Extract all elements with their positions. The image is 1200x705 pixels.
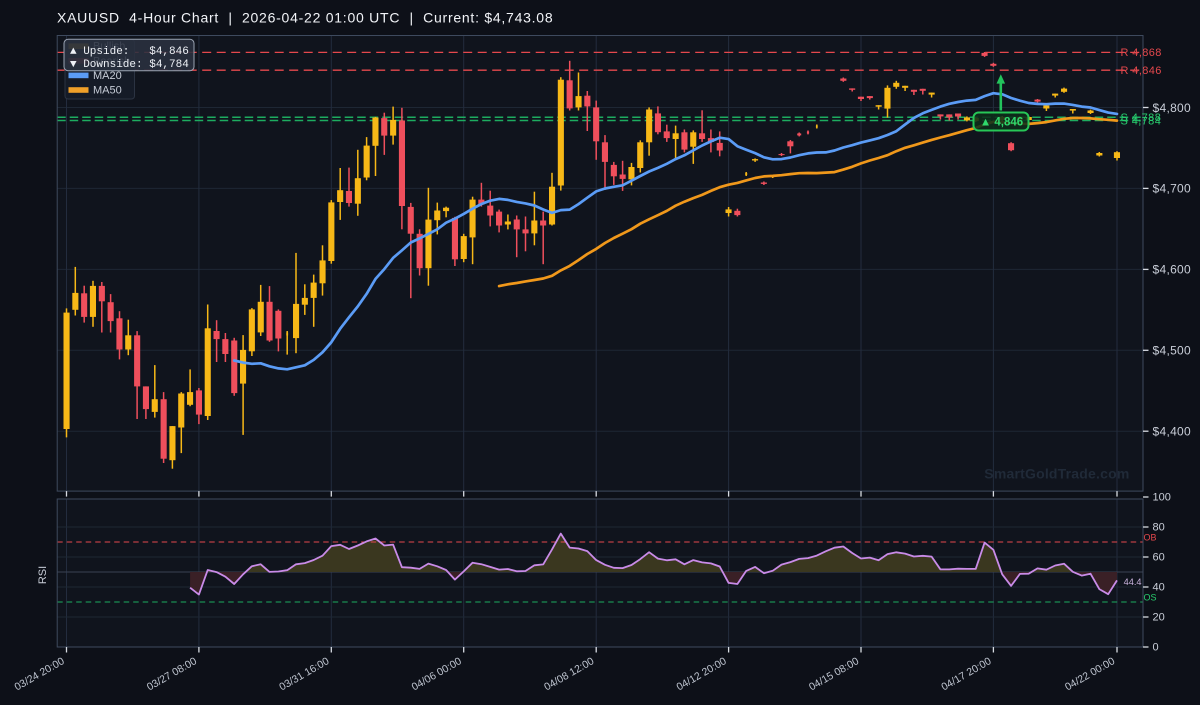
svg-text:60: 60 <box>1153 552 1165 564</box>
svg-text:OB: OB <box>1144 533 1157 543</box>
svg-text:▼ Downside: $4,784: ▼ Downside: $4,784 <box>70 59 189 71</box>
svg-text:$4,400: $4,400 <box>1153 425 1192 439</box>
svg-text:MA50: MA50 <box>93 85 122 97</box>
svg-text:SmartGoldTrade.com: SmartGoldTrade.com <box>984 466 1129 482</box>
svg-text:44.4: 44.4 <box>1124 577 1142 587</box>
svg-text:▲ Upside: $4,846: ▲ Upside: $4,846 <box>70 46 189 58</box>
svg-text:$4,800: $4,800 <box>1153 101 1192 115</box>
svg-text:100: 100 <box>1153 492 1171 504</box>
svg-text:R 4,846: R 4,846 <box>1121 65 1162 77</box>
svg-text:40: 40 <box>1153 582 1165 594</box>
svg-text:S 4,784: S 4,784 <box>1121 115 1162 127</box>
svg-text:OS: OS <box>1144 593 1157 603</box>
svg-text:MA20: MA20 <box>93 70 122 82</box>
svg-text:RSI: RSI <box>37 566 49 584</box>
svg-text:S 4,788: S 4,788 <box>1121 112 1162 124</box>
svg-text:80: 80 <box>1153 522 1165 534</box>
svg-text:0: 0 <box>1153 642 1159 654</box>
svg-text:20: 20 <box>1153 612 1165 624</box>
svg-text:$4,700: $4,700 <box>1153 182 1192 196</box>
svg-text:$4,500: $4,500 <box>1153 344 1192 358</box>
svg-text:R 4,868: R 4,868 <box>1121 47 1162 59</box>
svg-text:XAUUSD 4-Hour Chart | 2026-: XAUUSD 4-Hour Chart | 2026-04-22 01:00 U… <box>57 10 553 26</box>
svg-text:▲ 4,846: ▲ 4,846 <box>980 117 1023 129</box>
svg-text:$4,600: $4,600 <box>1153 263 1192 277</box>
